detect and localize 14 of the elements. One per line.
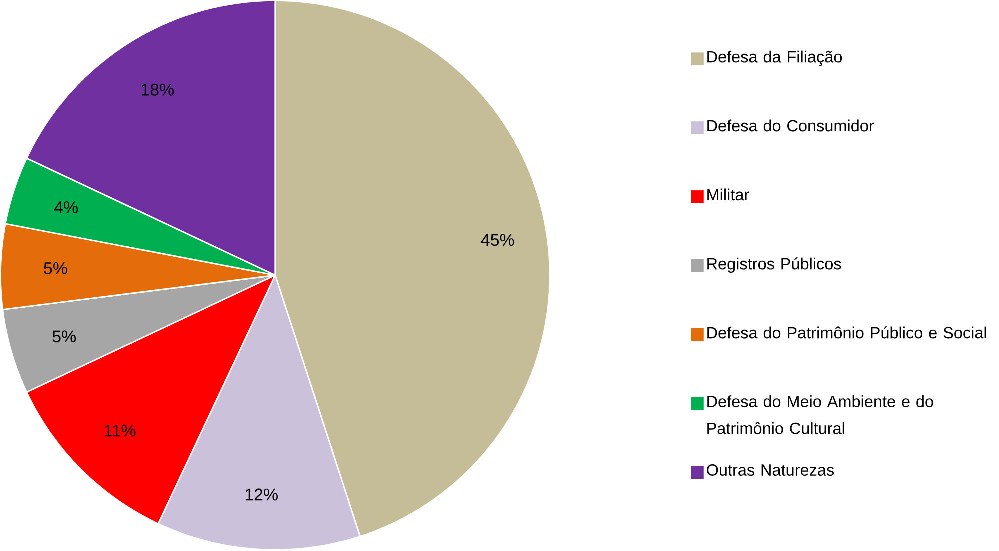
data-label: 4% (54, 202, 78, 214)
data-label: 12% (246, 488, 278, 501)
legend-label: Defesa do Patrimônio Público e Social (708, 326, 986, 339)
legend-label: Outras Naturezas (707, 464, 834, 476)
data-label: 11% (104, 424, 136, 437)
data-label: 18% (142, 84, 174, 96)
data-label: 5% (52, 330, 76, 343)
legend-label: Militar (708, 188, 750, 201)
legend-label: Defesa do Consumidor (708, 120, 874, 132)
legend-label: Defesa do Meio Ambiente e do Patrimônio Cultural (708, 396, 934, 434)
legend-label: Defesa da Filiação (708, 50, 842, 66)
data-label: 45% (481, 234, 514, 246)
data-label: 5% (44, 262, 68, 275)
legend-label: Registros Públicos (708, 258, 842, 274)
